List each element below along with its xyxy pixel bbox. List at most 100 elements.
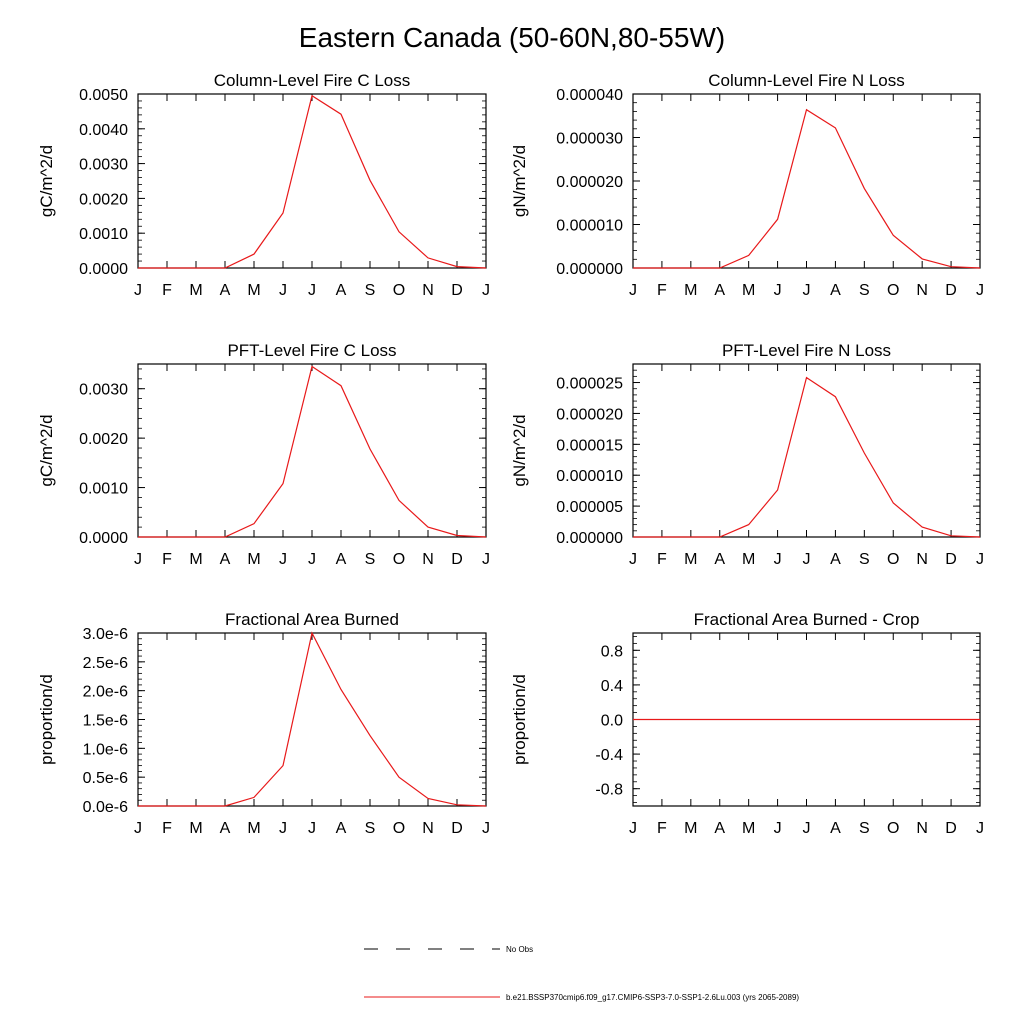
y-tick-label: 0.0020 <box>79 191 128 208</box>
chart-panel-4: J F M A M J J A S O N D J0.0000000.0000050.0000100.0… <box>510 341 984 568</box>
x-tick-label: A <box>830 282 841 299</box>
plot-frame <box>137 632 487 807</box>
x-tick-label: D <box>451 551 463 568</box>
x-tick-label: S <box>365 551 376 568</box>
y-tick-label: 0.0030 <box>79 157 128 174</box>
chart-title: Fractional Area Burned - Crop <box>694 610 920 629</box>
chart-panel-1: J F M A M J J A S O N D J0.00000.00100.00200.00300.0… <box>37 71 490 299</box>
y-tick-label: 1.5e-6 <box>83 713 128 730</box>
x-tick-label: M <box>247 282 260 299</box>
y-tick-label: 0.4 <box>601 678 623 695</box>
x-tick-label: M <box>684 551 697 568</box>
x-tick-label: J <box>774 551 782 568</box>
x-tick-label: J <box>482 820 490 837</box>
x-tick-label: O <box>887 820 899 837</box>
x-tick-label: A <box>336 551 347 568</box>
x-tick-label: J <box>482 282 490 299</box>
series-line <box>138 631 487 807</box>
series-line <box>138 365 487 538</box>
x-tick-label: A <box>336 282 347 299</box>
x-tick-label: F <box>162 282 172 299</box>
x-tick-label: A <box>714 551 725 568</box>
x-tick-label: J <box>308 551 316 568</box>
x-tick-label: M <box>247 551 260 568</box>
x-tick-label: A <box>714 820 725 837</box>
x-tick-label: M <box>247 820 260 837</box>
y-tick-label: 0.000015 <box>556 437 623 454</box>
x-tick-label: D <box>451 820 463 837</box>
x-tick-label: N <box>422 551 434 568</box>
y-tick-label: 0.0030 <box>79 382 128 399</box>
chart-panel-5: J F M A M J J A S O N D J0.0e-60.5e-61.0e-61.5e-62.0… <box>37 610 490 837</box>
x-tick-label: J <box>803 551 811 568</box>
figure-title: Eastern Canada (50-60N,80-55W) <box>298 22 726 53</box>
y-tick-label: 0.0040 <box>79 122 128 139</box>
x-tick-label: J <box>774 282 782 299</box>
x-tick-label: J <box>482 551 490 568</box>
y-axis-label: proportion/d <box>510 674 529 765</box>
x-tick-label: S <box>365 282 376 299</box>
y-tick-label: -0.4 <box>595 747 623 764</box>
plot-frame <box>137 363 487 538</box>
y-tick-label: 0.0000 <box>79 261 128 278</box>
x-tick-label: M <box>742 282 755 299</box>
chart-title: PFT-Level Fire C Loss <box>227 341 396 360</box>
y-tick-label: 0.000020 <box>556 174 623 191</box>
x-tick-label: J <box>134 282 142 299</box>
legend-label: b.e21.BSSP370cmip6.f09_g17.CMIP6-SSP3-7.… <box>506 993 799 1002</box>
x-tick-label: O <box>887 282 899 299</box>
x-tick-label: J <box>976 551 984 568</box>
x-tick-label: A <box>830 551 841 568</box>
y-tick-label: 0.000030 <box>556 131 623 148</box>
x-tick-label: J <box>279 551 287 568</box>
x-tick-label: S <box>859 551 870 568</box>
y-tick-label: 0.0e-6 <box>83 799 128 816</box>
y-tick-label: 0.000020 <box>556 406 623 423</box>
x-tick-label: J <box>629 282 637 299</box>
chart-panel-3: J F M A M J J A S O N D J0.00000.00100.00200.0030PFT… <box>37 341 490 568</box>
series-line <box>633 376 981 538</box>
x-tick-label: J <box>134 551 142 568</box>
y-tick-label: 0.000010 <box>556 218 623 235</box>
y-tick-label: 3.0e-6 <box>83 626 128 643</box>
x-tick-label: D <box>945 551 957 568</box>
y-axis-label: gC/m^2/d <box>37 414 56 486</box>
x-tick-label: J <box>308 282 316 299</box>
x-tick-label: J <box>134 820 142 837</box>
x-tick-label: N <box>916 820 928 837</box>
x-tick-label: O <box>393 282 405 299</box>
x-tick-label: M <box>189 551 202 568</box>
x-tick-label: J <box>629 820 637 837</box>
x-tick-label: F <box>657 551 667 568</box>
y-axis-label: proportion/d <box>37 674 56 765</box>
chart-title: Column-Level Fire C Loss <box>214 71 411 90</box>
chart-panel-2: J F M A M J J A S O N D J0.0000000.0000100.0000200.0… <box>510 71 984 299</box>
y-tick-label: 0.0020 <box>79 431 128 448</box>
x-tick-label: D <box>945 282 957 299</box>
x-tick-label: F <box>657 282 667 299</box>
x-tick-label: A <box>714 282 725 299</box>
y-tick-label: 2.5e-6 <box>83 655 128 672</box>
x-tick-label: S <box>365 820 376 837</box>
y-tick-label: 0.0000 <box>79 530 128 547</box>
x-tick-label: M <box>189 820 202 837</box>
y-tick-label: 1.0e-6 <box>83 741 128 758</box>
x-tick-label: A <box>220 551 231 568</box>
series-line <box>633 108 981 269</box>
y-tick-label: 0.0010 <box>79 226 128 243</box>
x-tick-label: O <box>887 551 899 568</box>
x-tick-label: J <box>803 820 811 837</box>
x-tick-label: J <box>774 820 782 837</box>
x-tick-label: J <box>308 820 316 837</box>
plot-frame <box>137 93 487 269</box>
y-tick-label: 2.0e-6 <box>83 684 128 701</box>
x-tick-label: D <box>945 820 957 837</box>
chart-title: Fractional Area Burned <box>225 610 399 629</box>
y-tick-label: 0.0010 <box>79 481 128 498</box>
x-tick-label: J <box>629 551 637 568</box>
x-tick-label: M <box>742 551 755 568</box>
y-axis-label: gN/m^2/d <box>510 414 529 486</box>
x-tick-label: A <box>220 282 231 299</box>
x-tick-label: F <box>162 551 172 568</box>
